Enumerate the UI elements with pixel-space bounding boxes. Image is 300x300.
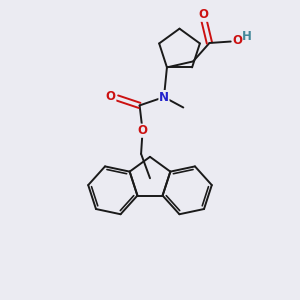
- Text: N: N: [159, 91, 169, 103]
- Text: O: O: [106, 90, 116, 103]
- Text: O: O: [138, 124, 148, 137]
- Text: O: O: [199, 8, 208, 21]
- Text: O: O: [232, 34, 242, 47]
- Text: H: H: [242, 30, 252, 43]
